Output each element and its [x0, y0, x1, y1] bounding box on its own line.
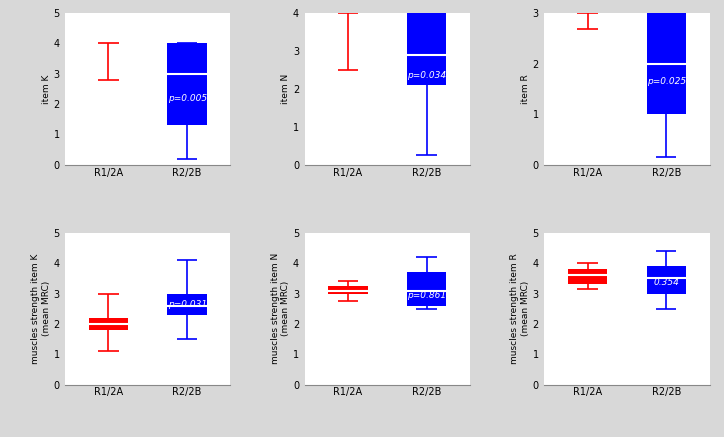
Y-axis label: muscles strength item N
(mean MRC): muscles strength item N (mean MRC): [271, 253, 290, 364]
Bar: [647, 266, 686, 294]
Y-axis label: muscles strength item R
(mean MRC): muscles strength item R (mean MRC): [510, 253, 530, 364]
Y-axis label: muscles strength item K
(mean MRC): muscles strength item K (mean MRC): [31, 253, 51, 364]
Bar: [328, 286, 368, 294]
Bar: [407, 272, 447, 306]
Text: p=0.005: p=0.005: [167, 94, 206, 103]
Bar: [407, 13, 447, 85]
Text: p=0.861: p=0.861: [407, 291, 446, 300]
Y-axis label: item N: item N: [281, 74, 290, 104]
Bar: [167, 43, 207, 125]
Bar: [647, 13, 686, 114]
Y-axis label: item K: item K: [41, 74, 51, 104]
Text: p=0.034: p=0.034: [407, 71, 446, 80]
Text: p=0.025: p=0.025: [647, 77, 686, 86]
Text: 0.354: 0.354: [653, 278, 679, 288]
Bar: [89, 318, 128, 330]
Bar: [167, 294, 207, 315]
Y-axis label: item R: item R: [521, 74, 530, 104]
Text: p=0.031: p=0.031: [167, 300, 206, 309]
Bar: [568, 269, 607, 284]
